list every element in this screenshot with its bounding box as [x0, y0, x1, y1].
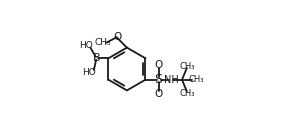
Text: NH: NH	[164, 75, 179, 85]
Text: CH₃: CH₃	[179, 62, 195, 71]
Text: CH₃: CH₃	[188, 75, 204, 84]
Text: S: S	[155, 73, 162, 86]
Text: CH₃: CH₃	[94, 38, 111, 47]
Text: O: O	[154, 60, 163, 70]
Text: O: O	[113, 32, 121, 42]
Text: B: B	[93, 53, 100, 63]
Text: O: O	[154, 89, 163, 99]
Text: HO: HO	[79, 41, 93, 50]
Text: HO: HO	[82, 68, 95, 77]
Text: CH₃: CH₃	[179, 89, 195, 98]
